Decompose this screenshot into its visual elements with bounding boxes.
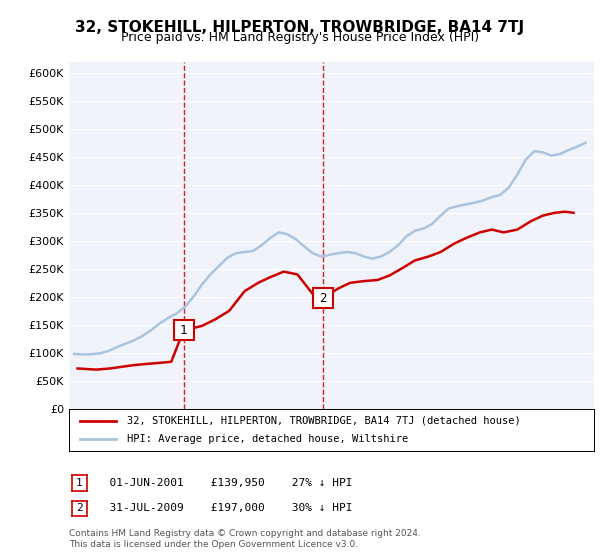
Text: Contains HM Land Registry data © Crown copyright and database right 2024.
This d: Contains HM Land Registry data © Crown c… (69, 529, 421, 549)
Text: 1: 1 (76, 478, 83, 488)
Text: 1: 1 (180, 324, 187, 337)
Text: 32, STOKEHILL, HILPERTON, TROWBRIDGE, BA14 7TJ: 32, STOKEHILL, HILPERTON, TROWBRIDGE, BA… (76, 20, 524, 35)
Text: 01-JUN-2001    £139,950    27% ↓ HPI: 01-JUN-2001 £139,950 27% ↓ HPI (96, 478, 353, 488)
Text: 2: 2 (76, 503, 83, 514)
Text: HPI: Average price, detached house, Wiltshire: HPI: Average price, detached house, Wilt… (127, 434, 408, 444)
Text: 2: 2 (319, 292, 326, 305)
Text: 31-JUL-2009    £197,000    30% ↓ HPI: 31-JUL-2009 £197,000 30% ↓ HPI (96, 503, 353, 514)
Text: Price paid vs. HM Land Registry's House Price Index (HPI): Price paid vs. HM Land Registry's House … (121, 31, 479, 44)
Text: 32, STOKEHILL, HILPERTON, TROWBRIDGE, BA14 7TJ (detached house): 32, STOKEHILL, HILPERTON, TROWBRIDGE, BA… (127, 416, 521, 426)
